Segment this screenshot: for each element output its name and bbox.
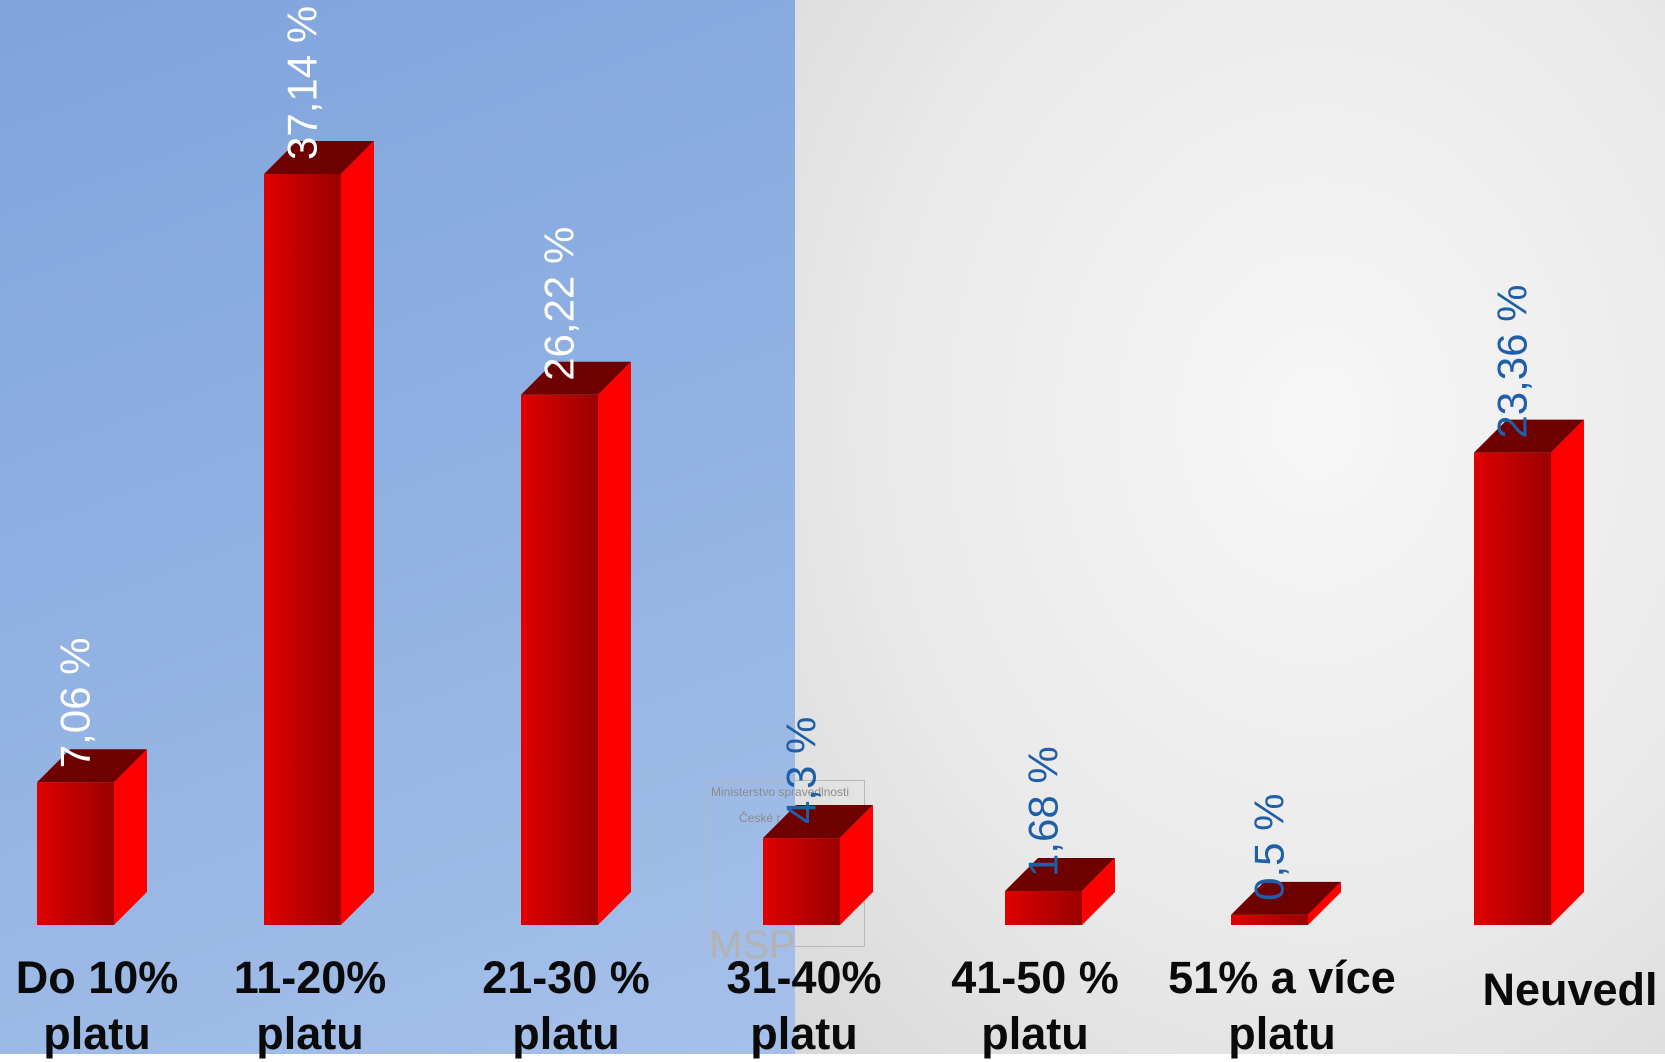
bar-side-face <box>114 749 147 925</box>
value-label-6: 0,5 % <box>1246 793 1293 900</box>
bar-top-face <box>1231 881 1341 915</box>
bar-3 <box>521 361 631 925</box>
category-label-2: 11-20% platu <box>233 952 387 1059</box>
value-labels-layer: 7,06 % 37,14 % 26,22 % 4,3 % 1,68 % 0,5 % 23,3… <box>52 6 1536 901</box>
bar-7 <box>1474 419 1584 925</box>
bar-side-face <box>341 141 374 925</box>
category-label-6: 51% a více platu <box>1168 952 1396 1059</box>
bar-side-face <box>1551 419 1584 925</box>
value-label-7: 23,36 % <box>1489 285 1536 439</box>
bar-front-face <box>1005 891 1082 925</box>
bar-4 <box>763 805 873 925</box>
bar-6 <box>1231 881 1341 925</box>
value-label-1: 7,06 % <box>52 637 99 768</box>
value-label-2: 37,14 % <box>279 6 326 160</box>
value-label-3: 26,22 % <box>536 227 583 381</box>
bar-front-face <box>763 838 840 925</box>
bar-top-face <box>763 805 873 839</box>
bar-front-face <box>1474 452 1551 925</box>
watermark-line-3: MSP <box>709 923 796 967</box>
bar-5 <box>1005 858 1115 925</box>
category-label-1: Do 10% platu <box>15 952 179 1059</box>
bar-side-face <box>840 805 873 925</box>
bar-top-face <box>1005 858 1115 892</box>
bar-side-face <box>1082 858 1115 925</box>
bar-side-face <box>598 361 631 925</box>
bar-front-face <box>37 782 114 925</box>
bar-side-face <box>1308 881 1341 925</box>
ministry-watermark: Ministerstvo spravedlnosti České r MSP <box>708 780 865 967</box>
category-label-3: 21-30 % platu <box>482 952 650 1059</box>
bar-top-face <box>521 361 631 395</box>
value-label-4: 4,3 % <box>778 717 825 824</box>
bar-1 <box>37 749 147 925</box>
bar-front-face <box>264 174 341 925</box>
bar-top-face <box>37 749 147 783</box>
bar-top-face <box>264 141 374 174</box>
bar-2 <box>264 141 374 925</box>
bars-layer <box>37 141 1584 925</box>
watermark-line-1: Ministerstvo spravedlnosti <box>711 785 850 799</box>
bar-top-face <box>1474 419 1584 453</box>
value-label-5: 1,68 % <box>1020 746 1067 877</box>
category-label-4: 31-40% platu <box>726 952 882 1059</box>
category-label-7: Neuvedl <box>1482 964 1658 1015</box>
bar-front-face <box>521 394 598 925</box>
bar-front-face <box>1231 914 1308 925</box>
category-label-5: 41-50 % platu <box>951 952 1119 1059</box>
watermark-line-2: České r <box>739 811 781 825</box>
